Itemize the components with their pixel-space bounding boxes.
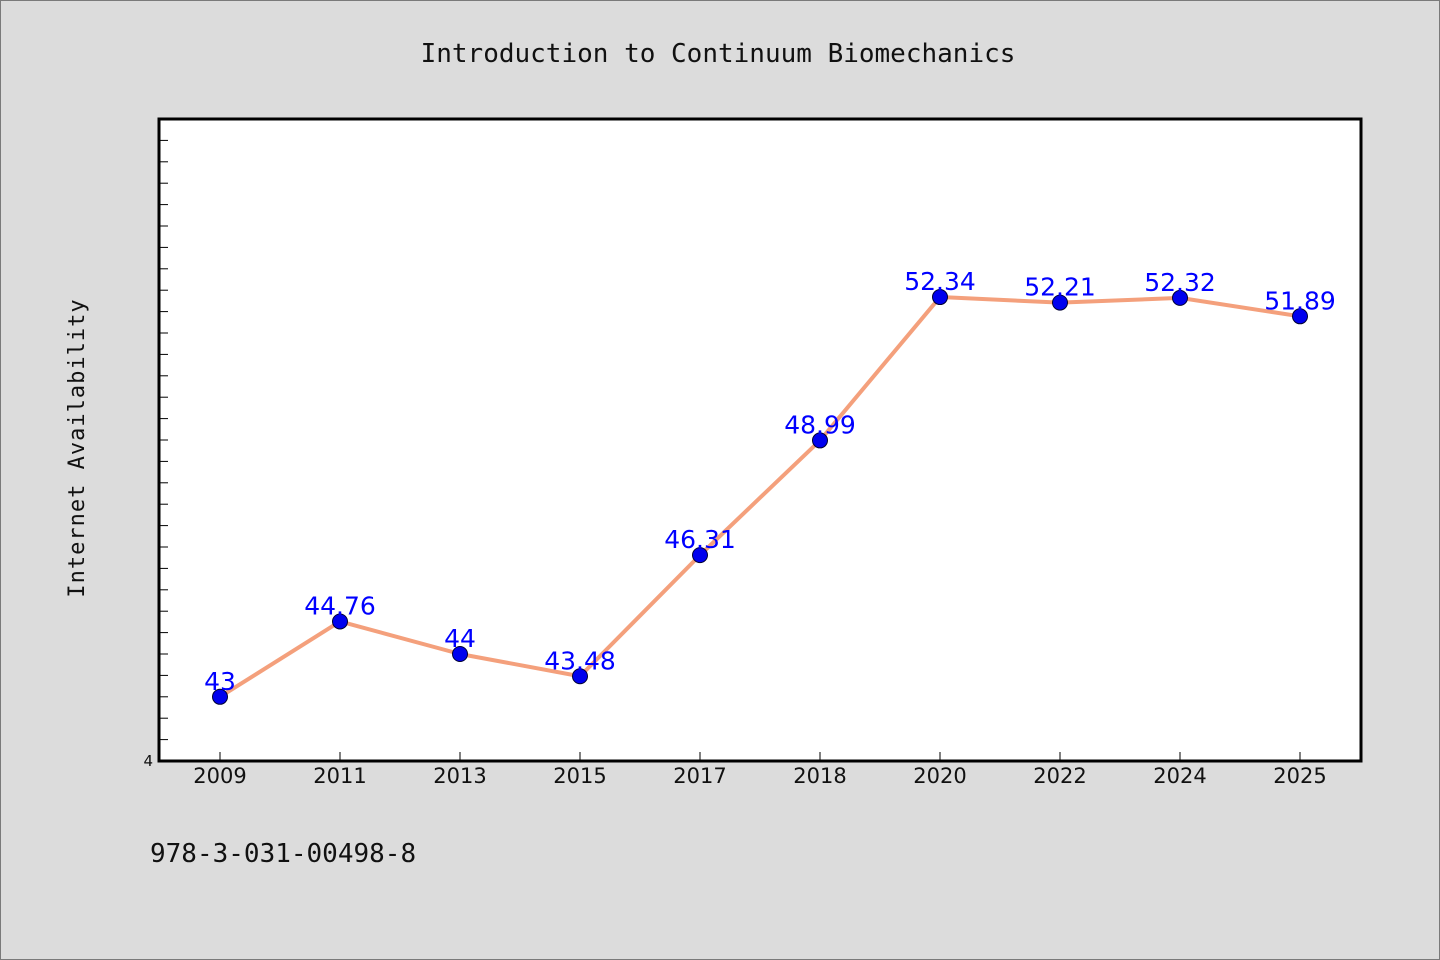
y-axis-label: Internet Availability (65, 298, 90, 597)
x-tick-label: 2024 (1153, 764, 1206, 788)
data-point (1052, 294, 1068, 311)
data-point (212, 688, 228, 705)
series-line (218, 295, 1301, 699)
x-tick-label: 2013 (433, 764, 486, 788)
data-point (812, 432, 828, 449)
data-point (932, 289, 948, 306)
x-tick-label: 2018 (793, 764, 846, 788)
data-label: 46.31 (664, 525, 736, 554)
data-point (452, 646, 468, 662)
x-tick-label: 2020 (913, 764, 966, 788)
data-label: 52.34 (904, 267, 976, 296)
plot-area (157, 117, 1363, 763)
data-point (1172, 289, 1188, 306)
data-label: 43.48 (544, 646, 616, 675)
x-ticks: 2009 2011 2013 2015 2017 2018 2020 2022 2024 2025 (193, 752, 1327, 788)
data-point (692, 547, 708, 564)
x-tick-label: 2025 (1273, 764, 1326, 788)
chart-title: Introduction to Continuum Biomechanics (421, 39, 1016, 69)
x-tick-label: 2009 (193, 764, 246, 788)
data-label: 52.32 (1144, 268, 1216, 297)
data-label: 43 (204, 667, 236, 696)
data-label: 44 (444, 624, 476, 653)
isbn-footer: 978-3-031-00498-8 (150, 839, 416, 869)
y-tick-label: 4 (143, 752, 153, 770)
x-tick-label: 2022 (1033, 764, 1086, 788)
x-tick-label: 2015 (553, 764, 606, 788)
data-point (572, 668, 588, 685)
data-labels: 43 44.76 44 43.48 46.31 48.99 52.34 52.21 52.32 5… (204, 267, 1336, 696)
series-layer (212, 289, 1308, 705)
y-ticks: 4 (143, 139, 168, 770)
data-label: 44.76 (304, 591, 376, 620)
data-label: 48.99 (784, 410, 856, 439)
data-label: 51.89 (1264, 286, 1336, 315)
x-tick-label: 2011 (313, 764, 366, 788)
data-point (332, 613, 348, 630)
x-tick-label: 2017 (673, 764, 726, 788)
data-label: 52.21 (1024, 273, 1096, 302)
data-point (1292, 308, 1308, 325)
